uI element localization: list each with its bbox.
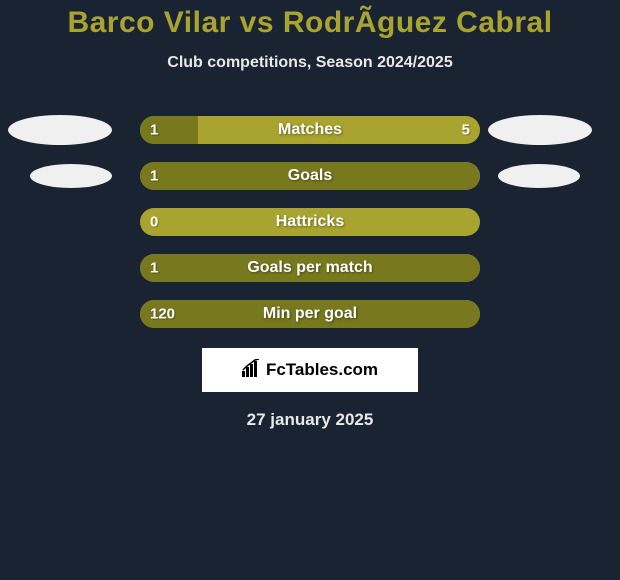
stat-row: 15Matches <box>0 116 620 144</box>
player-marker-left <box>30 164 112 188</box>
brand-box: FcTables.com <box>202 348 418 392</box>
footer-date: 27 january 2025 <box>0 410 620 430</box>
stat-bar: 1Goals per match <box>140 254 480 282</box>
player-marker-right <box>488 115 592 145</box>
stat-bar: 1Goals <box>140 162 480 190</box>
stat-row: 1Goals <box>0 162 620 190</box>
stat-label: Matches <box>140 121 480 139</box>
player-marker-right <box>498 164 580 188</box>
comparison-chart: 15Matches 1Goals 0Hattricks 1Goals per matc… <box>0 116 620 328</box>
stat-row: 120Min per goal <box>0 300 620 328</box>
bars-icon <box>242 359 264 382</box>
stat-bar: 15Matches <box>140 116 480 144</box>
stat-label: Goals <box>140 167 480 185</box>
brand-text: FcTables.com <box>266 360 378 380</box>
stat-label: Hattricks <box>140 213 480 231</box>
stat-label: Goals per match <box>140 259 480 277</box>
stat-label: Min per goal <box>140 305 480 323</box>
brand-label: FcTables.com <box>242 359 378 382</box>
player-marker-left <box>8 115 112 145</box>
stat-row: 1Goals per match <box>0 254 620 282</box>
page-subtitle: Club competitions, Season 2024/2025 <box>0 54 620 72</box>
stat-bar: 120Min per goal <box>140 300 480 328</box>
stat-bar: 0Hattricks <box>140 208 480 236</box>
stat-row: 0Hattricks <box>0 208 620 236</box>
page-title: Barco Vilar vs RodrÃ­guez Cabral <box>0 0 620 40</box>
